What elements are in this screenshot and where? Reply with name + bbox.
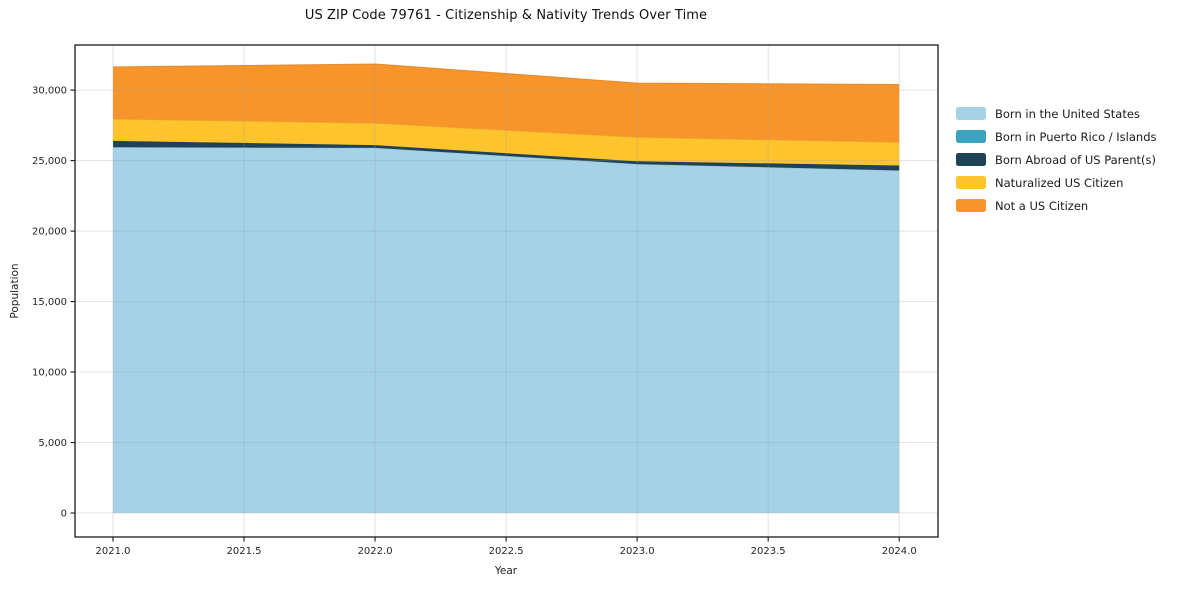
area-series-4-edge	[112, 63, 900, 85]
x-tick-label: 2023.0	[620, 546, 655, 557]
x-tick-label: 2023.5	[751, 546, 786, 557]
y-tick-label: 5,000	[38, 438, 67, 449]
x-tick-label: 2022.0	[358, 546, 393, 557]
legend-swatch	[956, 176, 986, 189]
y-tick-label: 25,000	[32, 156, 67, 167]
legend-swatch	[956, 107, 986, 120]
x-tick-label: 2022.5	[489, 546, 524, 557]
legend-swatch	[956, 153, 986, 166]
legend-label: Born Abroad of US Parent(s)	[995, 152, 1156, 167]
y-tick-label: 10,000	[32, 368, 67, 379]
area-series-0	[113, 147, 900, 513]
legend-label: Not a US Citizen	[995, 198, 1089, 213]
y-tick-label: 0	[61, 509, 67, 520]
legend: Born in the United States Born in Puerto …	[956, 102, 1157, 217]
legend-swatch	[956, 199, 986, 212]
x-tick-label: 2021.5	[227, 546, 262, 557]
legend-label: Born in Puerto Rico / Islands	[995, 129, 1157, 144]
legend-item: Born Abroad of US Parent(s)	[956, 148, 1157, 171]
area-series-3	[113, 119, 900, 166]
chart-title: US ZIP Code 79761 - Citizenship & Nativi…	[304, 8, 708, 23]
x-tick-label: 2021.0	[96, 546, 131, 557]
y-tick-label: 30,000	[32, 86, 67, 97]
y-tick-label: 20,000	[32, 227, 67, 238]
area-series-2	[113, 140, 900, 171]
legend-swatch	[956, 130, 986, 143]
x-tick-label: 2024.0	[882, 546, 917, 557]
legend-item: Born in the United States	[956, 102, 1157, 125]
legend-item: Not a US Citizen	[956, 194, 1157, 217]
legend-label: Born in the United States	[995, 106, 1140, 121]
legend-item: Naturalized US Citizen	[956, 171, 1157, 194]
y-axis-label: Population	[9, 263, 21, 319]
x-axis-label: Year	[494, 565, 518, 577]
legend-label: Naturalized US Citizen	[995, 175, 1124, 190]
y-tick-label: 15,000	[32, 297, 67, 308]
legend-item: Born in Puerto Rico / Islands	[956, 125, 1157, 148]
